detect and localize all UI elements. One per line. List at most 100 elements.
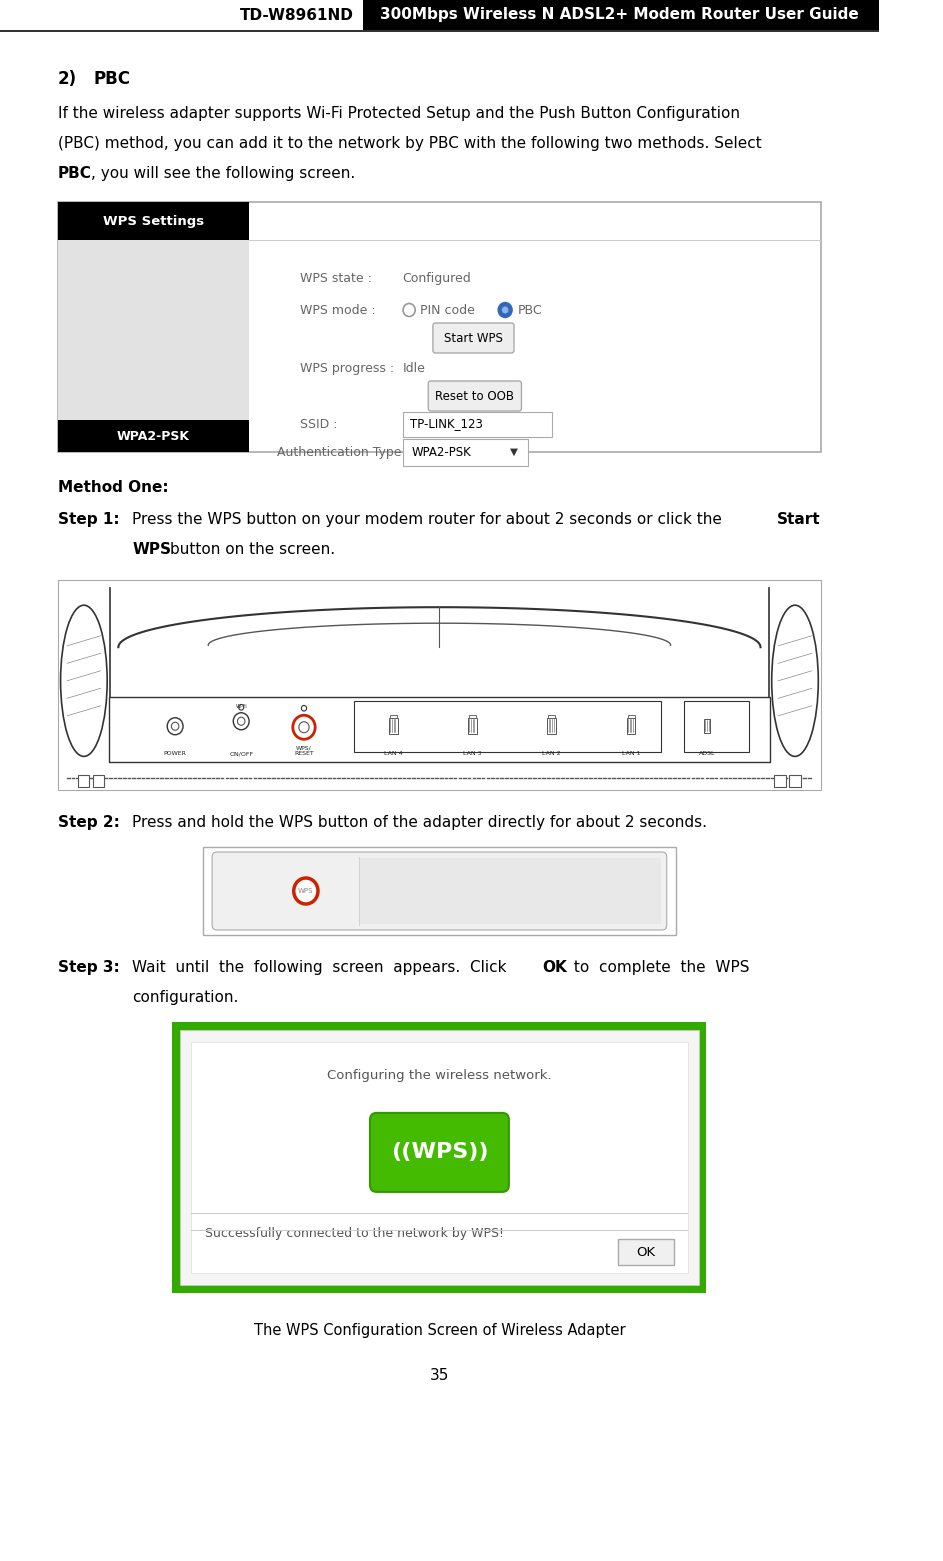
Text: WPS Settings: WPS Settings [103, 214, 204, 228]
Bar [547, 718, 556, 734]
Bar [618, 1239, 674, 1264]
Text: LAN 4: LAN 4 [384, 751, 403, 756]
Bar [774, 774, 786, 787]
Circle shape [299, 721, 309, 732]
Bar [548, 715, 555, 718]
Bar [627, 718, 636, 734]
FancyBboxPatch shape [428, 381, 521, 411]
Circle shape [502, 306, 508, 314]
Text: PBC: PBC [93, 70, 130, 87]
Text: POWER: POWER [164, 751, 187, 756]
Bar [173, 1022, 706, 1293]
Bar [0, 0, 363, 30]
Text: Successfully connected to the network by WPS!: Successfully connected to the network by… [205, 1227, 505, 1239]
Bar [58, 420, 249, 453]
Text: WPS mode :: WPS mode : [300, 303, 375, 317]
Text: (PBC) method, you can add it to the network by PBC with the following two method: (PBC) method, you can add it to the netw… [58, 136, 762, 151]
Text: WPS: WPS [298, 888, 313, 894]
Text: WPA2-PSK: WPA2-PSK [412, 445, 472, 459]
Bar [403, 412, 552, 437]
Text: Configured: Configured [403, 272, 472, 284]
Circle shape [233, 713, 249, 729]
Text: Press and hold the WPS button of the adapter directly for about 2 seconds.: Press and hold the WPS button of the ada… [132, 815, 707, 830]
Text: ADSL: ADSL [699, 751, 716, 756]
Bar [180, 1030, 699, 1285]
Text: PIN code: PIN code [421, 303, 475, 317]
Bar [628, 715, 635, 718]
FancyBboxPatch shape [370, 1113, 509, 1193]
Text: WPS progress :: WPS progress : [300, 362, 394, 375]
Text: Step 1:: Step 1: [58, 512, 120, 528]
Text: WPS state :: WPS state : [300, 272, 372, 284]
Text: OK: OK [542, 960, 567, 976]
Text: 300Mbps Wireless N ADSL2+ Modem Router User Guide: 300Mbps Wireless N ADSL2+ Modem Router U… [380, 8, 859, 22]
Circle shape [302, 706, 306, 712]
Text: LAN 1: LAN 1 [621, 751, 640, 756]
Bar [58, 201, 249, 240]
Text: Wait  until  the  following  screen  appears.  Click: Wait until the following screen appears.… [132, 960, 512, 976]
Bar [389, 718, 398, 734]
Text: to  complete  the  WPS: to complete the WPS [569, 960, 749, 976]
Circle shape [238, 716, 245, 726]
Bar [403, 439, 528, 465]
Text: WPA2-PSK: WPA2-PSK [117, 429, 190, 442]
Bar [363, 0, 366, 30]
Bar [704, 720, 710, 734]
Text: The WPS Configuration Screen of Wireless Adapter: The WPS Configuration Screen of Wireless… [254, 1324, 625, 1338]
Bar [58, 201, 821, 453]
Bar [0, 0, 879, 30]
Bar [109, 698, 769, 762]
Text: Start WPS: Start WPS [444, 331, 503, 345]
Bar [468, 718, 477, 734]
Bar [58, 581, 821, 790]
Bar [684, 701, 749, 752]
Bar [58, 240, 249, 420]
Text: Start: Start [777, 512, 821, 528]
Text: configuration.: configuration. [132, 990, 239, 1005]
Bar [203, 848, 676, 935]
Text: Press the WPS button on your modem router for about 2 seconds or click the: Press the WPS button on your modem route… [132, 512, 727, 528]
Text: Reset to OOB: Reset to OOB [436, 390, 514, 403]
Text: Step 3:: Step 3: [58, 960, 120, 976]
Text: PBC: PBC [518, 303, 542, 317]
Circle shape [293, 877, 318, 904]
Text: ▼: ▼ [510, 446, 519, 457]
Bar [789, 774, 801, 787]
Text: , you will see the following screen.: , you will see the following screen. [91, 165, 356, 181]
Bar [78, 774, 90, 787]
Circle shape [239, 704, 244, 710]
Text: TD-W8961ND: TD-W8961ND [240, 8, 355, 22]
FancyBboxPatch shape [212, 852, 667, 930]
Text: 2): 2) [58, 70, 77, 87]
Bar [0, 30, 879, 31]
Text: WPS: WPS [132, 542, 172, 557]
Text: TP-LINK_123: TP-LINK_123 [410, 417, 483, 431]
Text: Configuring the wireless network.: Configuring the wireless network. [327, 1068, 552, 1082]
Text: Idle: Idle [403, 362, 425, 375]
Text: OK: OK [637, 1246, 655, 1258]
Circle shape [172, 723, 179, 731]
Text: button on the screen.: button on the screen. [170, 542, 335, 557]
Text: ON/OFF: ON/OFF [229, 751, 254, 756]
Text: WPS/
RESET: WPS/ RESET [294, 745, 314, 756]
Circle shape [292, 715, 315, 740]
Bar [360, 859, 661, 924]
Bar [389, 715, 397, 718]
Text: PBC: PBC [58, 165, 91, 181]
Text: SSID :: SSID : [300, 417, 338, 431]
Text: ((WPS)): ((WPS)) [390, 1143, 488, 1163]
Text: Step 2:: Step 2: [58, 815, 120, 830]
Circle shape [498, 303, 512, 317]
Bar [469, 715, 476, 718]
Circle shape [167, 718, 183, 735]
Ellipse shape [60, 606, 108, 757]
FancyBboxPatch shape [433, 323, 514, 353]
Bar [354, 701, 661, 752]
Text: Authentication Type :: Authentication Type : [277, 445, 409, 459]
Ellipse shape [771, 606, 819, 757]
Text: Method One:: Method One: [58, 479, 169, 495]
Bar [93, 774, 105, 787]
Text: LAN 2: LAN 2 [542, 751, 561, 756]
Text: LAN 3: LAN 3 [463, 751, 482, 756]
Bar [191, 1043, 687, 1274]
